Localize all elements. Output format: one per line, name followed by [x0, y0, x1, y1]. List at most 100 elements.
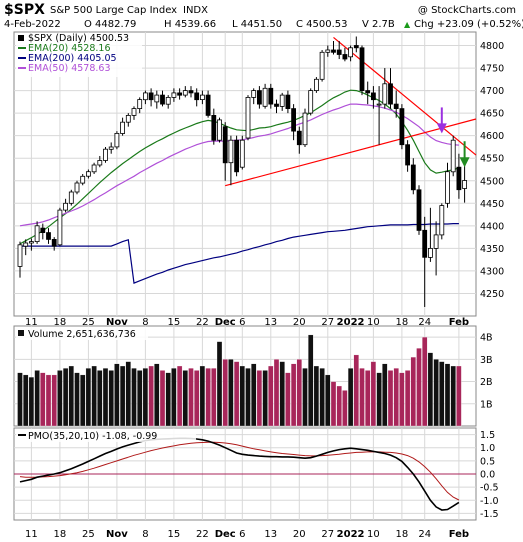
x-tick-label: 20 [293, 529, 306, 540]
legend-ema-label: EMA(50) 4578.63 [28, 63, 111, 74]
candle-body [405, 144, 411, 166]
candle-body [97, 160, 103, 166]
x-tick-label: 10 [367, 317, 380, 328]
volume-bar [313, 365, 320, 427]
volume-bar [273, 359, 280, 427]
volume-bar [382, 363, 388, 427]
x-tick-label: Nov [106, 317, 128, 328]
candle-body [68, 191, 74, 204]
ema-line [20, 223, 459, 284]
y-tick-label: 1.5 [480, 430, 495, 441]
y-tick-label: -1.0 [480, 496, 499, 507]
x-tick-label: 8 [142, 317, 148, 328]
volume-bar [256, 370, 263, 427]
y-tick-label: 3B [480, 355, 493, 366]
volume-bar [433, 359, 439, 427]
pmo-panel: -1.5 -1.0 -0.5 0.0 0.5 1.0 1.5 PMO(35,20,10) -… [13, 427, 499, 521]
candle-body [125, 115, 131, 123]
watermark: @ StockCharts.com [418, 5, 516, 16]
candle-body [74, 182, 80, 193]
volume-bar [233, 361, 240, 427]
candle-body [46, 232, 51, 240]
x-tick-label: 24 [418, 317, 431, 328]
candle-body [199, 94, 205, 100]
x-tick-label: 27 [321, 529, 334, 540]
candle-body [63, 202, 68, 211]
price-panel: 4250 4300 4350 4400 4450 4500 4550 4600 4650 4700… [13, 31, 504, 317]
annotation-arrow-head [459, 157, 470, 168]
volume-bar [347, 368, 354, 427]
candle-body [91, 164, 97, 173]
annotation-arrow-head [436, 123, 447, 134]
quote-open: O 4482.79 [84, 19, 136, 30]
candle-body [291, 108, 297, 132]
volume-bar [17, 372, 23, 427]
volume-bar [74, 372, 80, 427]
candle-body [211, 115, 217, 141]
candle-body [40, 227, 46, 234]
quote-close: C 4500.53 [296, 19, 348, 30]
volume-y-axis: 1B 2B 3B 4B [480, 333, 493, 411]
x-tick-label: Dec [215, 317, 236, 328]
candle-body [120, 121, 125, 134]
candle-body [51, 238, 57, 247]
pmo-lines [19, 437, 460, 511]
volume-bar [23, 374, 29, 427]
x-tick-label: 11 [25, 529, 38, 540]
candle-body [274, 103, 279, 107]
y-tick-label: 0.5 [480, 456, 495, 467]
volume-bar [404, 370, 411, 427]
candle-body [222, 126, 228, 164]
volume-bar [427, 352, 434, 427]
candle-body [268, 87, 274, 105]
candle-body [154, 94, 160, 103]
candle-body [171, 92, 177, 98]
volume-bar [370, 361, 377, 427]
candle-body [239, 139, 245, 168]
y-tick-label: 4450 [480, 199, 504, 210]
y-tick-label: 4B [480, 333, 493, 344]
y-tick-label: 4350 [480, 244, 504, 255]
quote-change: Chg +23.09 (+0.52%) [414, 19, 523, 30]
volume-bar [393, 368, 399, 427]
candle-body [353, 45, 359, 49]
volume-bar [45, 374, 52, 427]
volume-bar [85, 368, 92, 427]
x-tick-label: 22 [196, 529, 209, 540]
candle-body [137, 99, 143, 109]
candle-body [376, 103, 382, 106]
y-tick-label: 4600 [480, 131, 504, 142]
legend-background [16, 327, 148, 340]
candle-body [456, 166, 462, 191]
volume-bars [17, 334, 462, 427]
candle-body [80, 175, 86, 184]
volume-bar [416, 348, 422, 427]
volume-bar [245, 368, 251, 427]
x-tick-label: 20 [293, 317, 306, 328]
x-tick-label: Nov [106, 529, 128, 540]
candle-body [23, 242, 29, 247]
volume-bar [148, 365, 154, 427]
legend-ema-label: EMA(200) 4405.05 [28, 53, 117, 64]
pmo-signal-line [19, 441, 460, 501]
candle-body [325, 49, 331, 53]
candle-body [370, 92, 376, 101]
x-tick-label: 2022 [337, 529, 365, 540]
candle-body [296, 130, 302, 146]
quote-date: 4-Feb-2022 [4, 19, 61, 30]
volume-bar [51, 374, 57, 427]
candle-body [251, 90, 257, 98]
candle-body [416, 189, 422, 231]
legend-price-label: $SPX (Daily) 4500.53 [28, 33, 129, 44]
x-tick-label: 18 [396, 317, 409, 328]
price-panel-frame [13, 31, 477, 317]
candle-body [342, 54, 348, 60]
candle-body [382, 83, 388, 105]
volume-bar [188, 368, 194, 427]
volume-bar [211, 368, 217, 427]
x-tick-label: 18 [396, 529, 409, 540]
pmo-y-axis: -1.5 -1.0 -0.5 0.0 0.5 1.0 1.5 [480, 430, 499, 520]
y-tick-label: 4800 [480, 41, 504, 52]
exchange-label: INDX [183, 5, 208, 16]
volume-bar [28, 376, 35, 427]
